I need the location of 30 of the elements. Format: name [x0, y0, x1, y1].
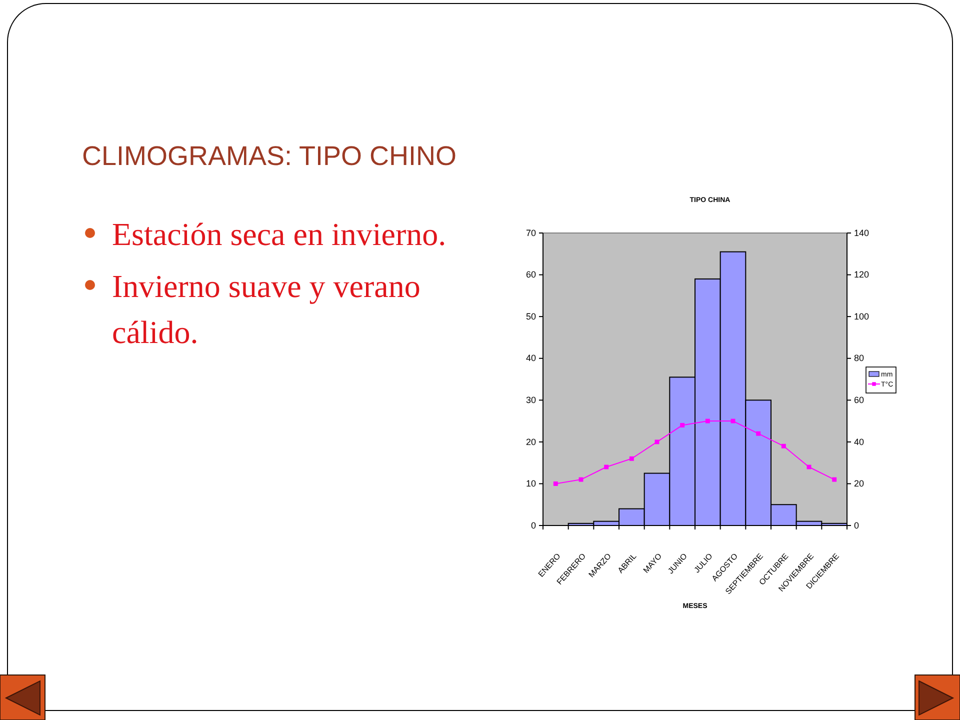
text: CLIMOGRAMAS: TIPO CHINO — [82, 141, 457, 172]
text: Estación seca en invierno. — [112, 216, 446, 252]
y-tick-label: 50 — [526, 311, 536, 322]
point — [832, 477, 837, 482]
point — [629, 456, 634, 461]
y2-tick-label: 20 — [854, 478, 864, 489]
point — [553, 481, 558, 486]
y2-tick-label: 140 — [854, 228, 870, 238]
y-tick-label: 30 — [526, 395, 536, 406]
text: Invierno suave y verano cálido. — [112, 268, 420, 350]
point — [604, 464, 609, 470]
y-tick-label: 60 — [526, 270, 536, 280]
point — [578, 477, 584, 482]
y2-tick-label: 0 — [854, 520, 860, 530]
point — [705, 418, 710, 424]
y2-tick-label: 40 — [854, 436, 864, 447]
y-tick-label: 20 — [526, 436, 536, 447]
point — [781, 444, 786, 448]
y2-tick-label: 80 — [854, 353, 864, 364]
y-tick-label: 0 — [530, 520, 536, 530]
point — [756, 431, 761, 436]
y2-tick-label: 60 — [854, 395, 864, 406]
y2-tick-label: 100 — [854, 311, 870, 322]
point — [730, 418, 736, 424]
y2-tick-label: 120 — [854, 270, 870, 280]
point — [680, 422, 685, 428]
y-tick-label: 10 — [526, 478, 536, 489]
point — [654, 440, 660, 444]
y-tick-label: 40 — [526, 353, 536, 364]
y-tick-label: 70 — [526, 228, 536, 238]
